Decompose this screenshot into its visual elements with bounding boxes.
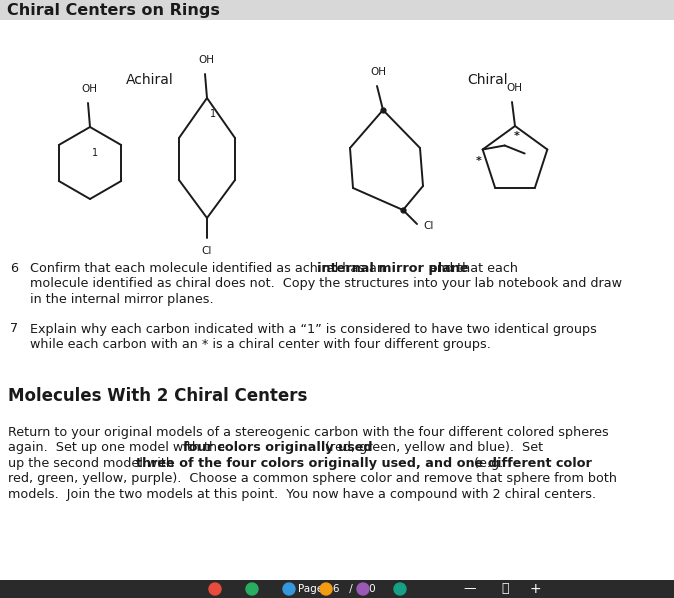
Text: and that each: and that each xyxy=(425,262,518,275)
Text: 1: 1 xyxy=(210,109,216,119)
Text: (e.g.: (e.g. xyxy=(470,457,503,470)
Text: up the second model with: up the second model with xyxy=(8,457,178,470)
Circle shape xyxy=(283,583,295,595)
Text: molecule identified as chiral does not.  Copy the structures into your lab noteb: molecule identified as chiral does not. … xyxy=(30,277,622,291)
Text: *: * xyxy=(476,157,482,166)
Text: models.  Join the two models at this point.  You now have a compound with 2 chir: models. Join the two models at this poin… xyxy=(8,488,596,501)
Text: Return to your original models of a stereogenic carbon with the four different c: Return to your original models of a ster… xyxy=(8,426,609,439)
Text: again.  Set up one model with the: again. Set up one model with the xyxy=(8,441,229,454)
Text: three of the four colors originally used, and one different color: three of the four colors originally used… xyxy=(136,457,592,470)
Text: Page   6   /   10: Page 6 / 10 xyxy=(298,584,376,594)
Text: Explain why each carbon indicated with a “1” is considered to have two identical: Explain why each carbon indicated with a… xyxy=(30,322,597,335)
Text: red, green, yellow, purple).  Choose a common sphere color and remove that spher: red, green, yellow, purple). Choose a co… xyxy=(8,472,617,485)
Text: Molecules With 2 Chiral Centers: Molecules With 2 Chiral Centers xyxy=(8,387,307,405)
Bar xyxy=(0,0,674,20)
Text: Achiral: Achiral xyxy=(126,73,174,87)
Bar xyxy=(0,580,674,598)
Text: Chiral: Chiral xyxy=(468,73,508,87)
Text: while each carbon with an * is a chiral center with four different groups.: while each carbon with an * is a chiral … xyxy=(30,338,491,351)
Text: 7: 7 xyxy=(10,322,18,335)
Circle shape xyxy=(394,583,406,595)
Text: internal mirror plane: internal mirror plane xyxy=(317,262,469,275)
Text: +: + xyxy=(529,582,541,596)
Circle shape xyxy=(320,583,332,595)
Text: OH: OH xyxy=(198,55,214,65)
Text: (red, green, yellow and blue).  Set: (red, green, yellow and blue). Set xyxy=(321,441,543,454)
Text: Cl: Cl xyxy=(423,221,433,231)
Text: Chiral Centers on Rings: Chiral Centers on Rings xyxy=(7,2,220,17)
Text: OH: OH xyxy=(81,84,97,94)
Text: Confirm that each molecule identified as achiral has an: Confirm that each molecule identified as… xyxy=(30,262,389,275)
Text: 1: 1 xyxy=(92,148,98,158)
Circle shape xyxy=(209,583,221,595)
Text: OH: OH xyxy=(506,83,522,93)
Circle shape xyxy=(246,583,258,595)
Circle shape xyxy=(357,583,369,595)
Text: —: — xyxy=(464,582,477,596)
Text: OH: OH xyxy=(370,67,386,77)
Text: *: * xyxy=(514,131,520,141)
Text: Cl: Cl xyxy=(202,246,212,256)
Text: four colors originally used: four colors originally used xyxy=(183,441,372,454)
Text: in the internal mirror planes.: in the internal mirror planes. xyxy=(30,293,214,306)
Text: 6: 6 xyxy=(10,262,18,275)
Text: ⌕: ⌕ xyxy=(501,582,509,596)
